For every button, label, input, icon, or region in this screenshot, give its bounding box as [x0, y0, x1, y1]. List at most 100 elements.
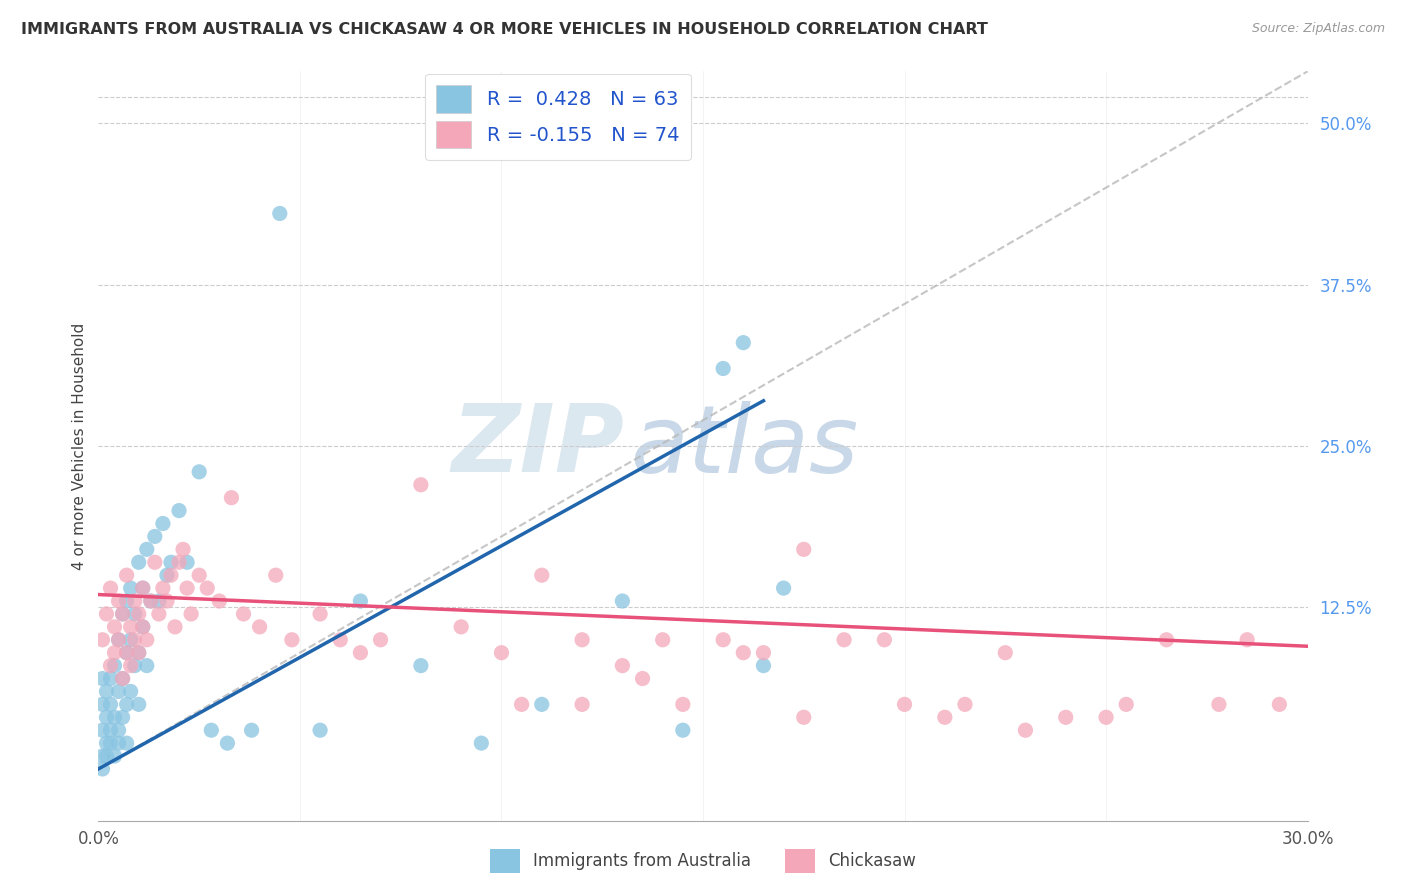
Point	[107, 684, 129, 698]
Point	[111, 607, 134, 621]
Point	[107, 723, 129, 738]
Point	[409, 658, 432, 673]
Point	[612, 658, 634, 673]
Point	[269, 206, 291, 220]
Point	[132, 581, 155, 595]
Point	[672, 723, 695, 738]
Point	[100, 698, 122, 712]
Point	[132, 620, 155, 634]
Point	[232, 607, 254, 621]
Point	[470, 736, 492, 750]
Point	[156, 568, 179, 582]
Point	[953, 698, 976, 712]
Point	[132, 581, 155, 595]
Point	[124, 632, 146, 647]
Text: IMMIGRANTS FROM AUSTRALIA VS CHICKASAW 4 OR MORE VEHICLES IN HOUSEHOLD CORRELATI: IMMIGRANTS FROM AUSTRALIA VS CHICKASAW 4…	[21, 22, 988, 37]
Point	[111, 672, 134, 686]
Point	[994, 646, 1017, 660]
Point	[96, 736, 118, 750]
Point	[124, 658, 146, 673]
Point	[208, 594, 231, 608]
Point	[281, 632, 304, 647]
Point	[217, 736, 239, 750]
Point	[100, 658, 122, 673]
Point	[752, 646, 775, 660]
Point	[176, 555, 198, 569]
Point	[120, 632, 142, 647]
Point	[115, 736, 138, 750]
Point	[111, 672, 134, 686]
Point	[309, 607, 332, 621]
Point	[111, 607, 134, 621]
Point	[1115, 698, 1137, 712]
Point	[103, 658, 125, 673]
Point	[510, 698, 533, 712]
Point	[651, 632, 673, 647]
Y-axis label: 4 or more Vehicles in Household: 4 or more Vehicles in Household	[72, 322, 87, 570]
Point	[409, 477, 432, 491]
Point	[115, 698, 138, 712]
Point	[96, 749, 118, 764]
Point	[733, 335, 755, 350]
Point	[100, 723, 122, 738]
Point	[120, 620, 142, 634]
Legend: R =  0.428   N = 63, R = -0.155   N = 74: R = 0.428 N = 63, R = -0.155 N = 74	[425, 73, 692, 160]
Point	[139, 594, 162, 608]
Point	[115, 568, 138, 582]
Point	[188, 568, 211, 582]
Point	[107, 594, 129, 608]
Point	[107, 736, 129, 750]
Point	[128, 555, 150, 569]
Point	[135, 542, 157, 557]
Point	[135, 658, 157, 673]
Point	[139, 594, 162, 608]
Point	[176, 581, 198, 595]
Point	[143, 555, 166, 569]
Point	[491, 646, 513, 660]
Point	[96, 710, 118, 724]
Point	[91, 723, 114, 738]
Point	[103, 710, 125, 724]
Point	[160, 568, 183, 582]
Point	[612, 594, 634, 608]
Point	[1156, 632, 1178, 647]
Point	[107, 632, 129, 647]
Point	[143, 529, 166, 543]
Point	[91, 698, 114, 712]
Point	[571, 632, 593, 647]
Point	[107, 632, 129, 647]
Point	[752, 658, 775, 673]
Point	[1054, 710, 1077, 724]
Point	[793, 542, 815, 557]
Point	[124, 607, 146, 621]
Point	[195, 581, 218, 595]
Point	[450, 620, 472, 634]
Point	[1236, 632, 1258, 647]
Point	[152, 516, 174, 531]
Point	[115, 646, 138, 660]
Point	[1014, 723, 1036, 738]
Point	[120, 581, 142, 595]
Text: ZIP: ZIP	[451, 400, 624, 492]
Point	[167, 555, 190, 569]
Point	[172, 542, 194, 557]
Point	[349, 594, 371, 608]
Point	[188, 465, 211, 479]
Point	[96, 607, 118, 621]
Point	[156, 594, 179, 608]
Point	[148, 607, 170, 621]
Point	[793, 710, 815, 724]
Point	[264, 568, 287, 582]
Point	[135, 632, 157, 647]
Point	[672, 698, 695, 712]
Point	[115, 594, 138, 608]
Point	[934, 710, 956, 724]
Point	[163, 620, 186, 634]
Point	[96, 684, 118, 698]
Point	[329, 632, 352, 647]
Point	[160, 555, 183, 569]
Point	[571, 698, 593, 712]
Point	[349, 646, 371, 660]
Point	[100, 672, 122, 686]
Point	[128, 646, 150, 660]
